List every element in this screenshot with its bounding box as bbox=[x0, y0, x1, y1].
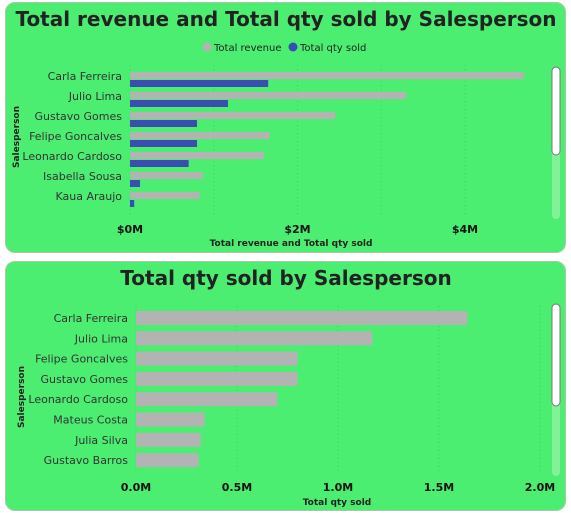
legend-label: Total qty sold bbox=[299, 43, 366, 54]
qty-bar[interactable] bbox=[136, 331, 373, 346]
revenue-qty-chart: Total revenue and Total qty sold by Sale… bbox=[12, 7, 561, 249]
category-label: Felipe Goncalves bbox=[35, 353, 128, 366]
qty-bar[interactable] bbox=[130, 120, 197, 127]
category-label: Carla Ferreira bbox=[48, 70, 122, 83]
legend-label: Total revenue bbox=[213, 43, 281, 54]
revenue-qty-chart-panel: Total revenue and Total qty sold by Sale… bbox=[5, 2, 566, 253]
category-label: Julio Lima bbox=[68, 90, 122, 103]
x-tick-label: 2.0M bbox=[525, 481, 555, 494]
revenue-bar[interactable] bbox=[130, 192, 200, 199]
qty-bar[interactable] bbox=[130, 140, 197, 147]
x-tick-label: $0M bbox=[117, 223, 143, 236]
revenue-bar[interactable] bbox=[130, 112, 336, 119]
category-label: Felipe Goncalves bbox=[29, 130, 122, 143]
category-label: Gustavo Gomes bbox=[41, 373, 129, 386]
qty-bar[interactable] bbox=[130, 100, 228, 107]
y-axis-label: Salesperson bbox=[17, 366, 27, 428]
revenue-bar[interactable] bbox=[130, 72, 524, 79]
category-label: Leonardo Cardoso bbox=[28, 393, 128, 406]
qty-bar[interactable] bbox=[136, 351, 298, 366]
qty-bar[interactable] bbox=[130, 200, 135, 207]
legend-marker bbox=[202, 42, 212, 52]
qty-bar[interactable] bbox=[136, 392, 278, 407]
x-tick-label: $4M bbox=[452, 223, 478, 236]
revenue-bar[interactable] bbox=[130, 132, 270, 139]
qty-bar[interactable] bbox=[136, 453, 199, 468]
category-label: Gustavo Barros bbox=[44, 454, 129, 467]
qty-chart: Total qty sold by Salesperson Carla Ferr… bbox=[17, 266, 561, 508]
x-tick-label: 0.0M bbox=[121, 481, 151, 494]
qty-bar[interactable] bbox=[136, 311, 468, 325]
y-axis-label: Salesperson bbox=[12, 106, 22, 168]
category-label: Carla Ferreira bbox=[54, 312, 128, 325]
x-axis-label: Total qty sold bbox=[303, 498, 372, 508]
scrollbar-thumb[interactable] bbox=[551, 66, 561, 156]
x-axis-label: Total revenue and Total qty sold bbox=[210, 239, 373, 249]
category-label: Kaua Araujo bbox=[55, 190, 122, 203]
category-label: Julia Silva bbox=[74, 434, 128, 447]
scrollbar-thumb[interactable] bbox=[551, 303, 561, 407]
category-label: Isabella Sousa bbox=[43, 170, 122, 183]
qty-bar[interactable] bbox=[130, 180, 141, 187]
x-tick-label: 1.0M bbox=[323, 481, 353, 494]
legend-marker bbox=[288, 42, 298, 52]
x-tick-label: 1.5M bbox=[424, 481, 454, 494]
category-label: Leonardo Cardoso bbox=[22, 150, 122, 163]
chart-title: Total qty sold by Salesperson bbox=[120, 266, 451, 290]
revenue-bar[interactable] bbox=[130, 152, 264, 159]
category-label: Gustavo Gomes bbox=[35, 110, 123, 123]
qty-chart-panel: Total qty sold by Salesperson Carla Ferr… bbox=[5, 261, 566, 511]
x-tick-label: 0.5M bbox=[222, 481, 252, 494]
category-label: Julio Lima bbox=[74, 332, 128, 345]
x-tick-label: $2M bbox=[284, 223, 310, 236]
revenue-bar[interactable] bbox=[130, 92, 407, 99]
chart-title: Total revenue and Total qty sold by Sale… bbox=[15, 7, 556, 31]
qty-bar[interactable] bbox=[136, 371, 298, 386]
category-label: Mateus Costa bbox=[53, 414, 128, 427]
qty-bar[interactable] bbox=[136, 432, 201, 447]
qty-bar[interactable] bbox=[130, 160, 189, 167]
chart-legend[interactable]: Total revenue Total qty sold bbox=[202, 42, 367, 55]
revenue-bar[interactable] bbox=[130, 172, 203, 179]
qty-bar[interactable] bbox=[136, 412, 205, 427]
qty-bar[interactable] bbox=[130, 80, 269, 87]
